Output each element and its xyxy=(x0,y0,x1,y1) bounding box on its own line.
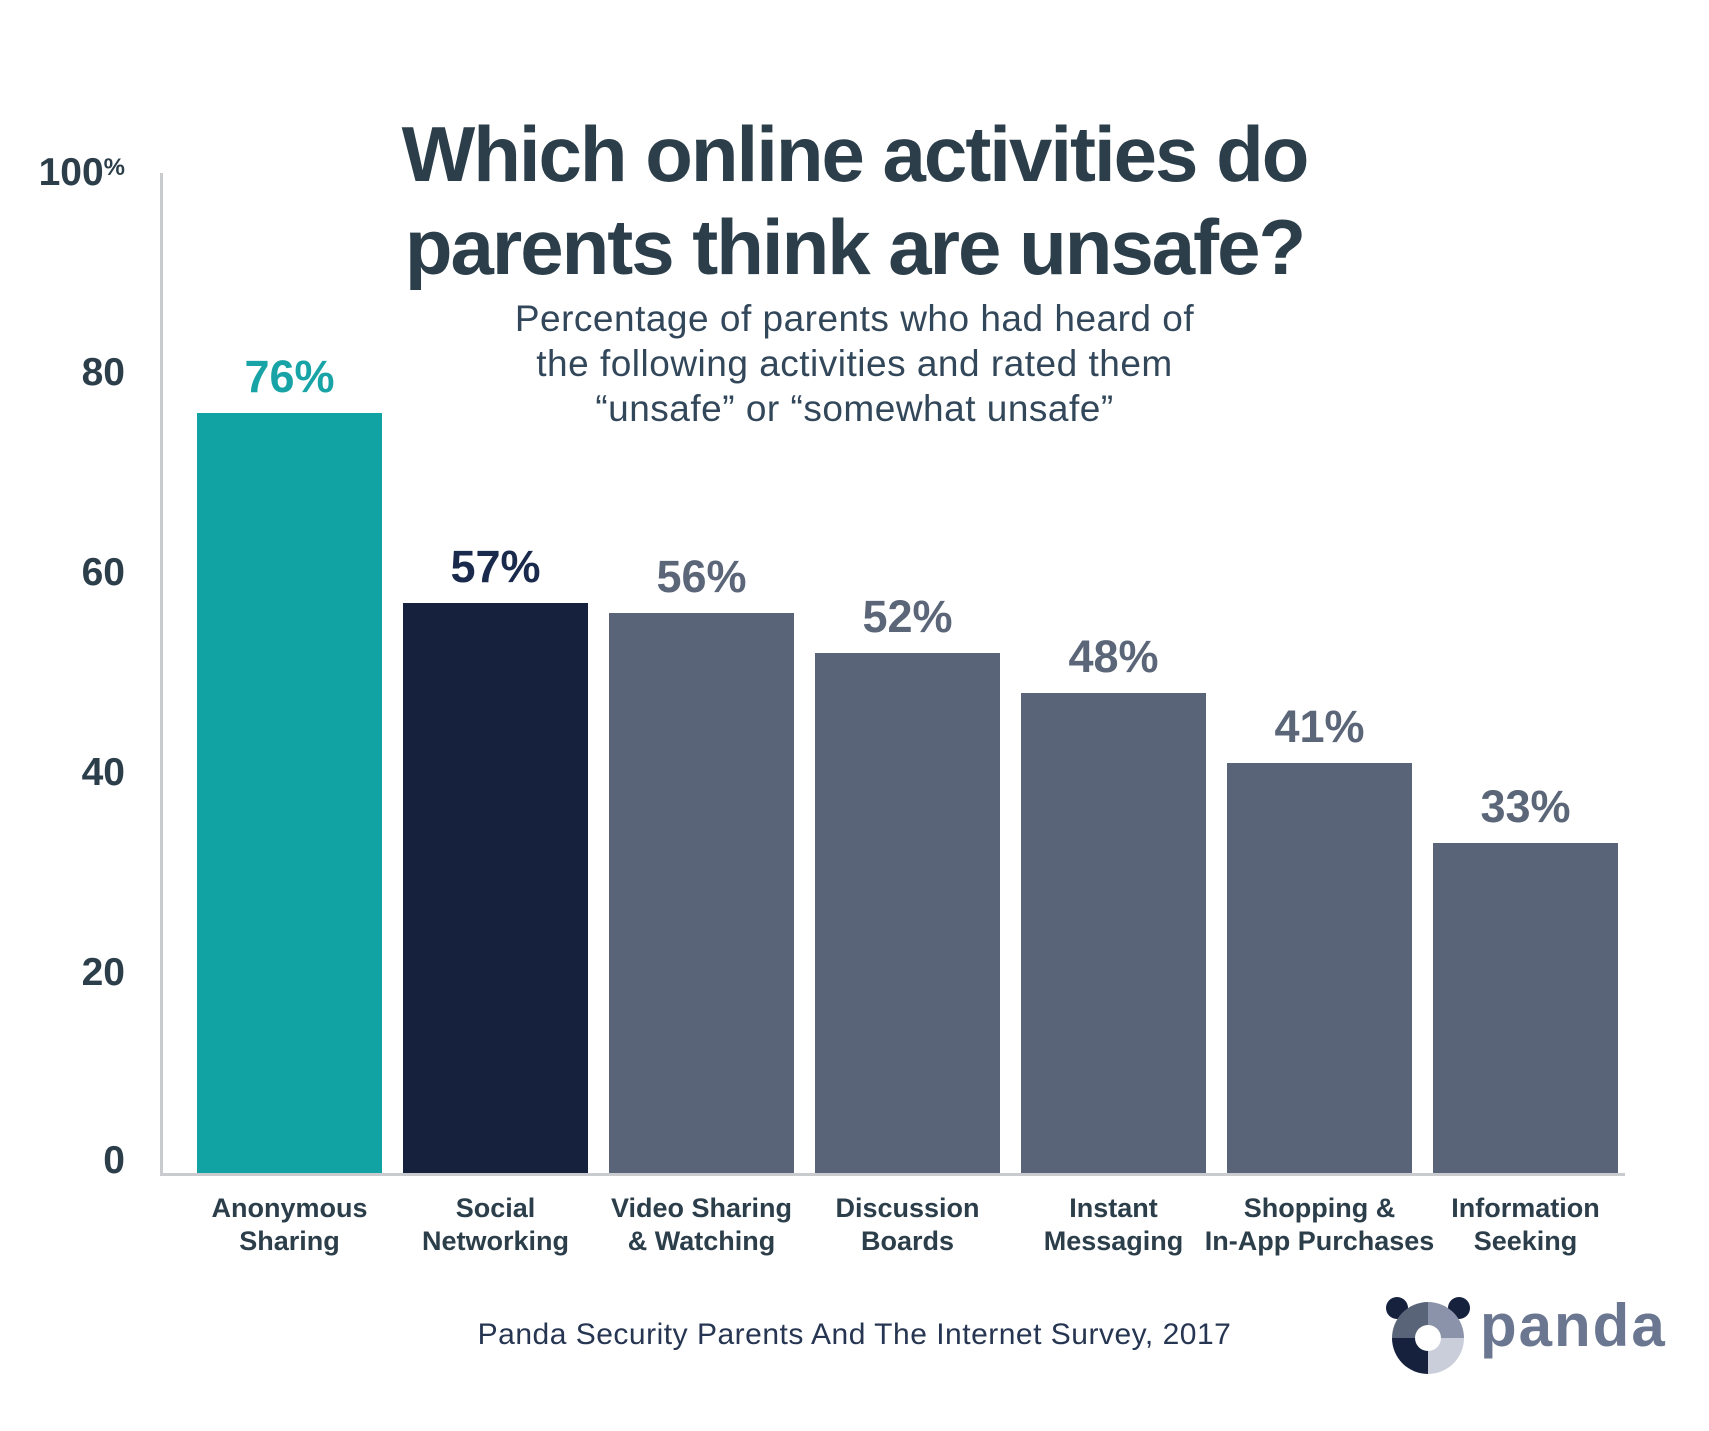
category-label-discussion-boards: Discussion Boards xyxy=(835,1193,980,1256)
bar-column-information-seeking: 33% xyxy=(1433,173,1618,1173)
bar-chart: 76% 57% 56% 52% 48% 41% 33% xyxy=(197,173,1618,1173)
page-title: Which online activities do parents think… xyxy=(0,108,1709,294)
chart-subtitle: Percentage of parents who had heard of t… xyxy=(0,296,1709,431)
panda-security-logo: panda xyxy=(1382,1292,1692,1387)
source-attribution: Panda Security Parents And The Internet … xyxy=(477,1318,1232,1351)
y-tick-100: 100% xyxy=(38,151,125,194)
bar-instant-messaging xyxy=(1021,693,1206,1173)
bar-shopping-in-app-purchases xyxy=(1227,763,1412,1173)
y-tick-0: 0 xyxy=(103,1139,125,1182)
category-label-anonymous-sharing: Anonymous Sharing xyxy=(211,1193,368,1256)
bar-value-label: 48% xyxy=(1068,631,1159,682)
bar-column-video-sharing: 56% xyxy=(609,173,794,1173)
bar-value-label: 56% xyxy=(656,551,747,602)
bar-column-anonymous-sharing: 76% xyxy=(197,173,382,1173)
y-tick-20: 20 xyxy=(81,951,125,994)
y-tick-40: 40 xyxy=(81,751,125,794)
bar-information-seeking xyxy=(1433,843,1618,1173)
percent-sign: % xyxy=(103,154,125,181)
bar-anonymous-sharing xyxy=(197,413,382,1173)
bar-video-sharing-watching xyxy=(609,613,794,1173)
bar-discussion-boards xyxy=(815,653,1000,1173)
bar-column-instant-messaging: 48% xyxy=(1021,173,1206,1173)
y-axis-line xyxy=(160,173,163,1173)
bar-value-label: 57% xyxy=(450,541,541,592)
category-label-video-sharing: Video Sharing & Watching xyxy=(610,1193,793,1256)
y-tick-80: 80 xyxy=(81,351,125,394)
bar-social-networking xyxy=(403,603,588,1173)
x-axis-line xyxy=(160,1173,1625,1176)
bar-column-social-networking: 57% xyxy=(403,173,588,1173)
panda-wordmark: panda xyxy=(1480,1292,1667,1359)
subtitle-line-1: Percentage of parents who had heard of xyxy=(514,298,1195,339)
bar-value-label: 76% xyxy=(244,351,335,402)
subtitle-line-2: the following activities and rated them xyxy=(536,343,1173,384)
category-label-shopping-in-app: Shopping & In-App Purchases xyxy=(1204,1193,1435,1256)
category-label-information-seeking: Information Seeking xyxy=(1451,1193,1600,1256)
bar-value-label: 41% xyxy=(1274,701,1365,752)
bar-value-label: 52% xyxy=(862,591,953,642)
category-axis-labels: Anonymous Sharing Social Networking Vide… xyxy=(197,1192,1618,1258)
panda-face-center xyxy=(1415,1325,1441,1351)
bar-column-discussion-boards: 52% xyxy=(815,173,1000,1173)
category-label-instant-messaging: Instant Messaging xyxy=(1043,1193,1184,1256)
subtitle-line-3: “unsafe” or “somewhat unsafe” xyxy=(595,388,1114,429)
category-label-social-networking: Social Networking xyxy=(421,1193,569,1256)
title-line-1: Which online activities do xyxy=(401,110,1310,198)
title-line-2: parents think are unsafe? xyxy=(404,203,1306,291)
bar-value-label: 33% xyxy=(1480,781,1571,832)
y-tick-60: 60 xyxy=(81,551,125,594)
bar-column-shopping-in-app: 41% xyxy=(1227,173,1412,1173)
